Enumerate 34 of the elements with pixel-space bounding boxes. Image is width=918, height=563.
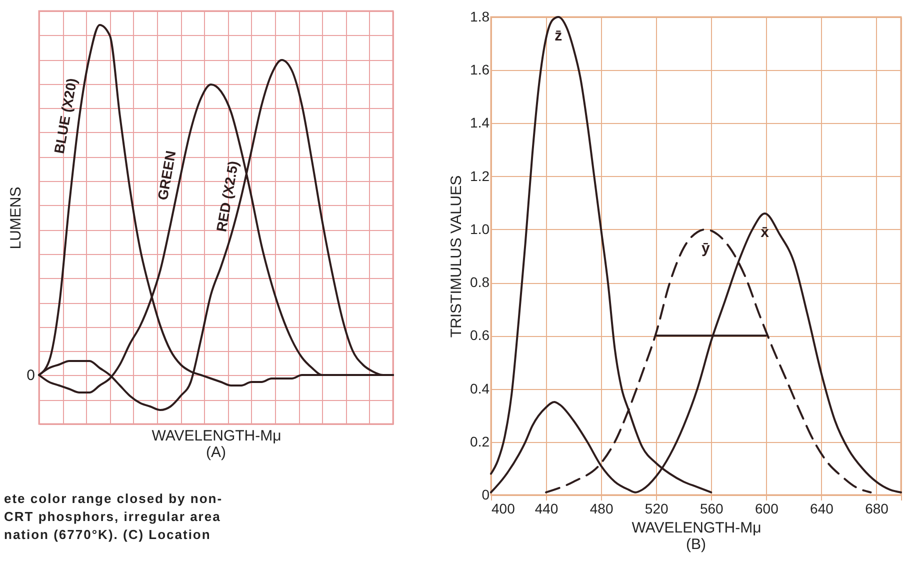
y-tick-label: 1.6: [470, 62, 490, 78]
text: nation (6770°K). (C) Location: [4, 526, 212, 544]
x-tick-label: 520: [644, 500, 668, 516]
x-tick-label: 640: [810, 500, 834, 516]
text: BLUE (X20): [50, 76, 80, 155]
text: CRT phosphors, irregular area: [4, 508, 222, 526]
x-tick-label: 680: [865, 500, 889, 516]
y-axis-title: TRISTIMULUS VALUES: [448, 175, 466, 338]
y-tick-label: 0: [482, 486, 490, 502]
x-tick-label: 400: [492, 500, 516, 516]
x-axis-title: WAVELENGTH-Mμ: [632, 520, 762, 536]
series-label: x̄: [760, 224, 770, 242]
series-label: z̄: [554, 28, 562, 45]
y-tick-label: 0.4: [470, 380, 490, 396]
text: ete color range closed by non-: [4, 490, 223, 508]
x-tick-label: 440: [534, 500, 558, 516]
y-tick-label: 0.8: [470, 274, 490, 290]
text: (B): [686, 536, 706, 553]
y-tick-label: 1.2: [470, 168, 490, 184]
x-tick-label: 560: [700, 500, 724, 516]
x-tick-label: 600: [754, 500, 779, 516]
text: GREEN: [154, 149, 179, 202]
text: 0: [26, 367, 35, 384]
y-tick-label: 0.6: [470, 327, 490, 344]
y-tick-label: 1.0: [470, 220, 490, 237]
series-label: ȳ: [701, 240, 710, 258]
text: RED (X2.5): [213, 160, 242, 233]
x-axis-title: WAVELENGTH-Mμ: [152, 428, 282, 444]
y-tick-label: 0.2: [470, 433, 490, 450]
text: (A): [206, 444, 226, 461]
y-axis-title: LUMENS: [8, 186, 24, 250]
x-tick-label: 480: [590, 500, 614, 516]
y-tick-label: 1.4: [470, 114, 490, 131]
y-tick-label: 1.8: [470, 8, 490, 24]
